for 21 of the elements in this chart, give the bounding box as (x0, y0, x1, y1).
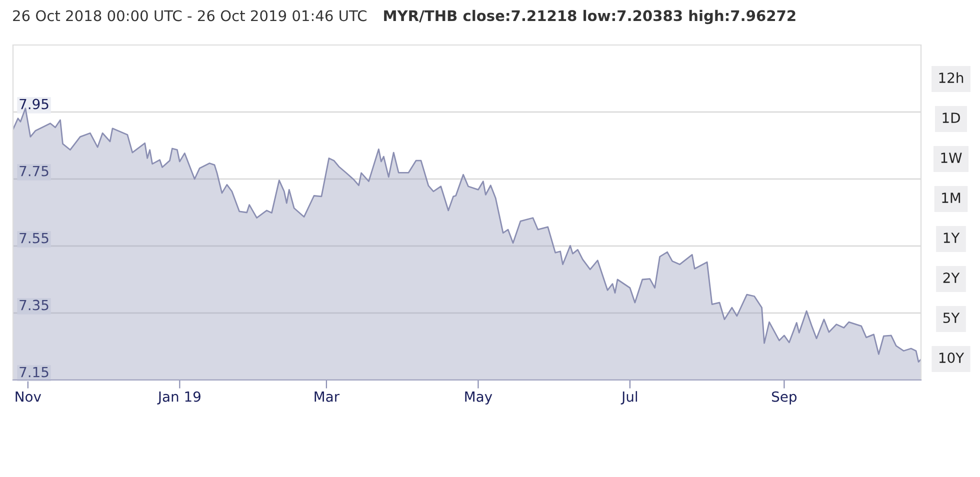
y-tick-label: 7.55 (20, 232, 48, 244)
text: 1Y (944, 232, 960, 243)
text: 2Y (943, 272, 960, 283)
text: 1W (941, 152, 962, 163)
y-tick-label: 7.95 (20, 98, 48, 110)
chart-title: 26 Oct 2018 00:00 UTC - 26 Oct 2019 01:46 UTC (13, 10, 366, 22)
x-tick-label: Jan 19 (157, 391, 200, 404)
chart-subtitle: MYR/THB close:7.21218 low:7.20383 high:7.96272 (384, 10, 796, 24)
x-tick-label: Mar (314, 392, 340, 402)
x-tick-label: Sep (772, 391, 797, 405)
y-tick-label: 7.35 (20, 300, 48, 310)
text: 5Y (943, 312, 960, 324)
x-tick-label: May (465, 392, 492, 405)
x-tick-label: Nov (16, 392, 42, 402)
y-tick-label: 7.15 (20, 366, 48, 378)
text: 1D (942, 112, 960, 123)
x-tick-label: Jul (620, 391, 638, 404)
y-tick-label: 7.75 (20, 166, 48, 176)
text: 12h (939, 72, 964, 83)
text: 1M (942, 192, 960, 203)
text: 10Y (939, 352, 964, 364)
